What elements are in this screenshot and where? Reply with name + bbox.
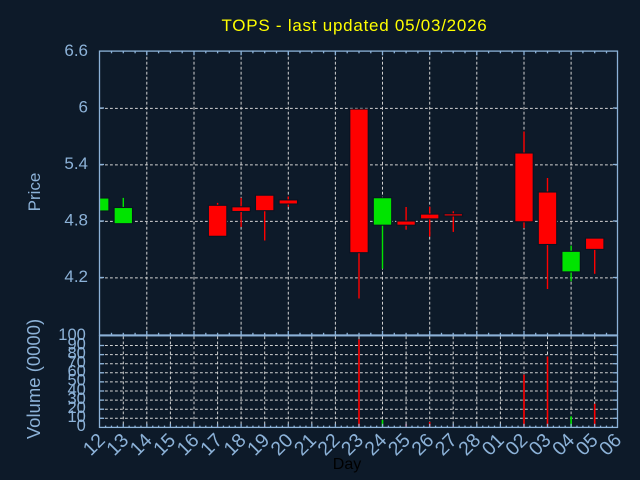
svg-text:50: 50 <box>67 372 85 390</box>
svg-text:70: 70 <box>67 354 85 372</box>
svg-text:6.6: 6.6 <box>64 41 88 60</box>
svg-text:4.8: 4.8 <box>64 211 88 230</box>
svg-text:0: 0 <box>77 417 86 435</box>
svg-text:Day: Day <box>333 456 361 473</box>
svg-text:30: 30 <box>67 390 85 408</box>
svg-text:Price: Price <box>25 173 44 212</box>
svg-text:4.2: 4.2 <box>64 267 88 286</box>
svg-text:Volume (0000): Volume (0000) <box>23 319 44 439</box>
svg-text:5.4: 5.4 <box>64 154 88 173</box>
svg-text:6: 6 <box>79 98 88 117</box>
svg-text:100: 100 <box>58 326 86 344</box>
svg-text:TOPS - last updated 05/03/2026: TOPS - last updated 05/03/2026 <box>221 16 487 35</box>
svg-text:40: 40 <box>67 381 85 399</box>
svg-text:80: 80 <box>67 344 85 362</box>
svg-text:60: 60 <box>67 363 85 381</box>
svg-text:10: 10 <box>67 408 85 426</box>
svg-text:90: 90 <box>67 335 85 353</box>
svg-text:20: 20 <box>67 399 85 417</box>
